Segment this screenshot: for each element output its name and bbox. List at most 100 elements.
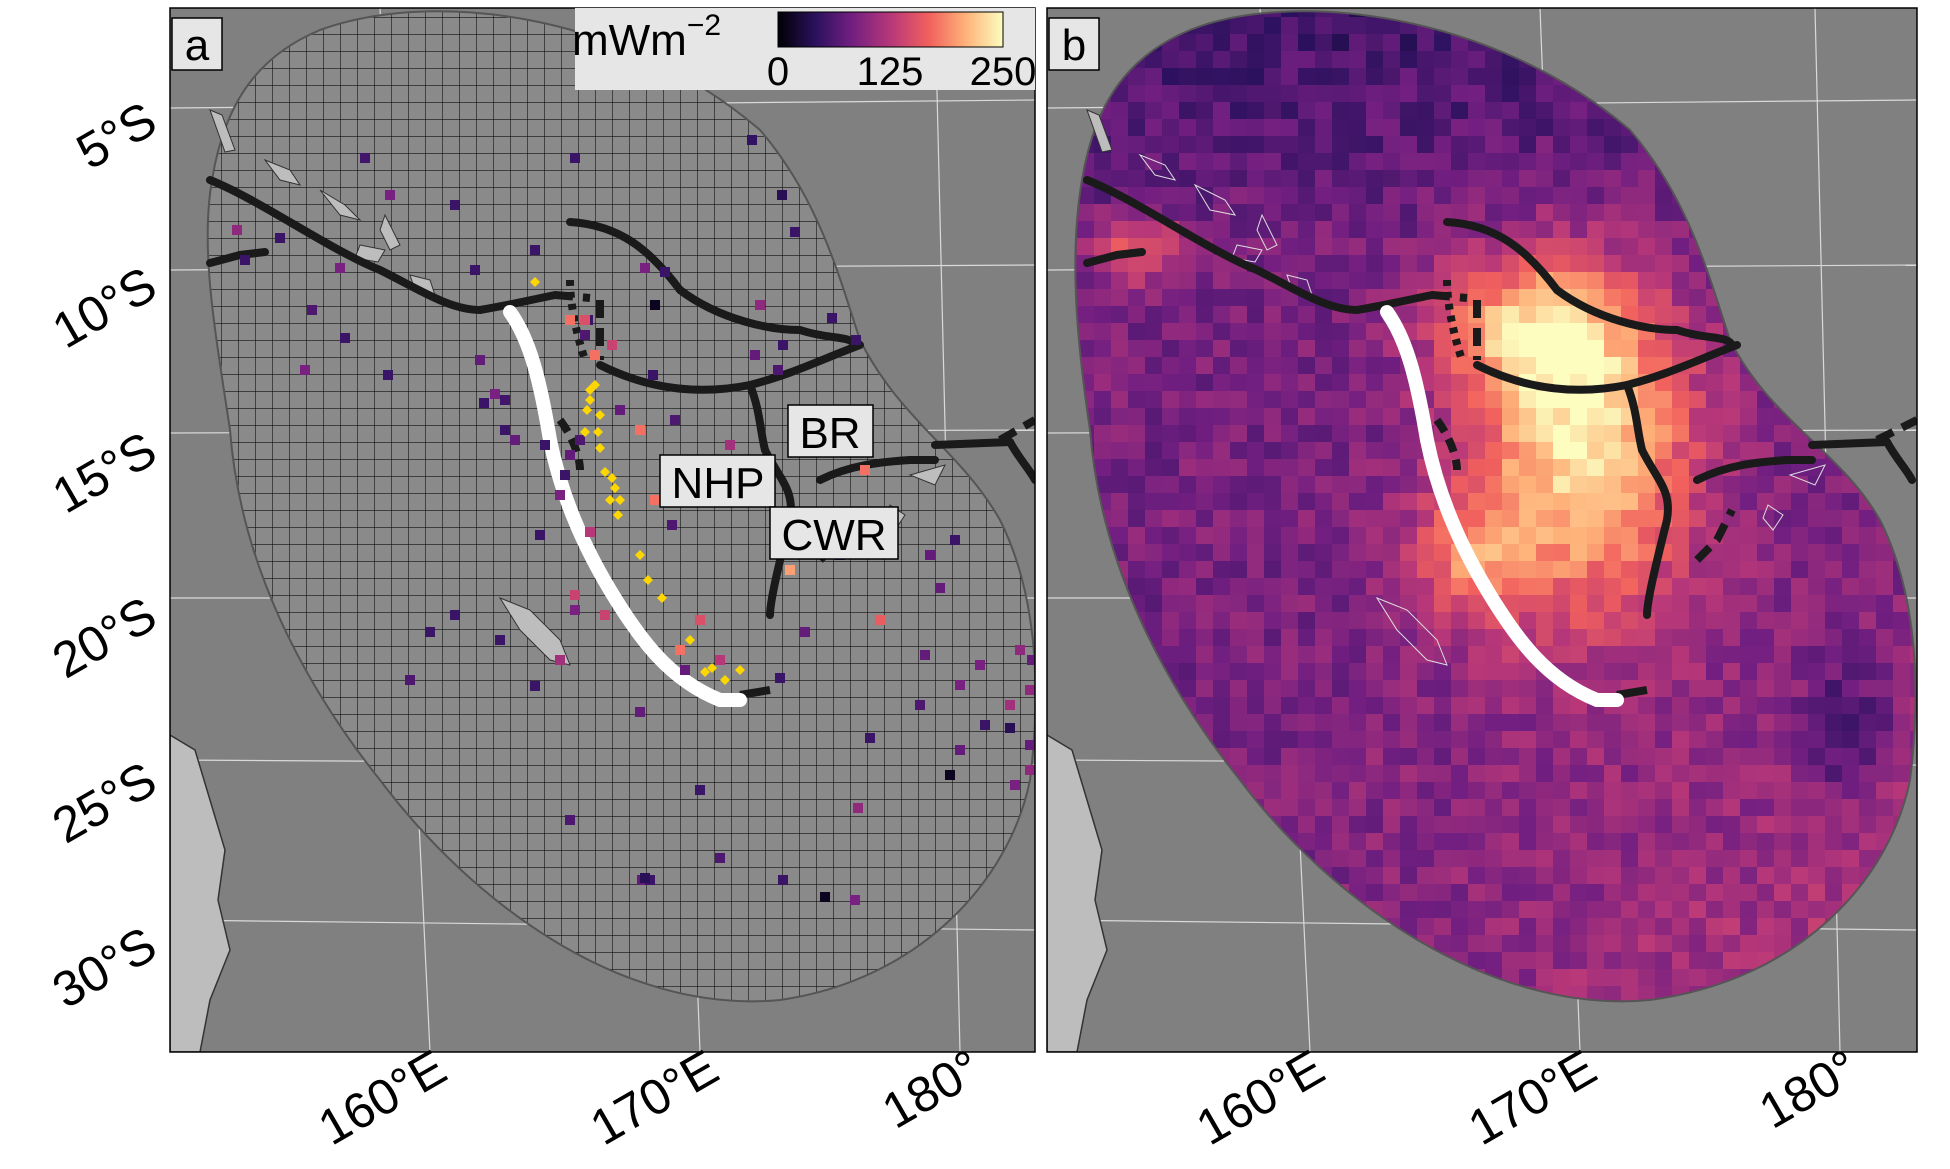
heatflow-cell [1485, 238, 1503, 256]
heatflow-cell [1655, 187, 1673, 205]
heatflow-cell [1145, 68, 1163, 86]
heatflow-cell [1400, 476, 1418, 494]
heatflow-cell [1298, 493, 1316, 511]
heatflow-cell [1774, 901, 1792, 919]
heatflow-cell [1587, 748, 1605, 766]
heatflow-cell [1570, 119, 1588, 137]
heatflow-cell [1706, 918, 1724, 936]
heatflow-cell [1740, 595, 1758, 613]
heatflow-cell [1672, 425, 1690, 443]
heatflow-cell [1179, 357, 1197, 375]
heatflow-cell [1077, 204, 1095, 222]
heatflow-cell [1196, 459, 1214, 477]
heatflow-cell [1655, 306, 1673, 324]
heatflow-cell [1757, 527, 1775, 545]
heatflow-cell [1128, 510, 1146, 528]
heatflow-cell [1417, 340, 1435, 358]
heatflow-cell [1179, 272, 1197, 290]
heatflow-cell [1298, 238, 1316, 256]
heatflow-cell [1281, 136, 1299, 154]
heatflow-cell [1519, 340, 1537, 358]
heatflow-cell [1468, 527, 1486, 545]
heatflow-cell [1740, 850, 1758, 868]
heatflow-cell [1502, 476, 1520, 494]
heatflow-cell [1587, 561, 1605, 579]
heatflow-cell [1162, 612, 1180, 630]
heatflow-cell [1434, 816, 1452, 834]
heatflow-cell [1434, 306, 1452, 324]
heatflow-cell [1876, 561, 1894, 579]
heatflow-observation [1005, 700, 1015, 710]
heatflow-cell [1587, 935, 1605, 953]
heatflow-cell [1655, 646, 1673, 664]
heatflow-cell [1332, 272, 1350, 290]
longitude-labels-b: 160°E 170°E 180° [1187, 1039, 1867, 1156]
heatflow-cell [1876, 646, 1894, 664]
heatflow-cell [1485, 187, 1503, 205]
heatflow-cell [1315, 17, 1333, 35]
heatflow-cell [1638, 952, 1656, 970]
heatflow-cell [1553, 799, 1571, 817]
heatflow-cell [1247, 102, 1265, 120]
heatflow-cell [1723, 714, 1741, 732]
heatflow-cell [1519, 782, 1537, 800]
heatflow-cell [1417, 816, 1435, 834]
heatflow-cell [1638, 799, 1656, 817]
heatflow-cell [1315, 272, 1333, 290]
heatflow-cell [1825, 578, 1843, 596]
heatflow-cell [1128, 85, 1146, 103]
heatflow-cell [1298, 425, 1316, 443]
legend-colorbar [777, 11, 1004, 48]
heatflow-cell [1468, 901, 1486, 919]
heatflow-cell [1604, 425, 1622, 443]
heatflow-cell [1587, 391, 1605, 409]
heatflow-cell [1638, 765, 1656, 783]
heatflow-cell [1621, 646, 1639, 664]
heatflow-cell [1094, 289, 1112, 307]
heatflow-cell [1383, 901, 1401, 919]
heatflow-cell [1706, 663, 1724, 681]
heatflow-cell [1808, 544, 1826, 562]
heatflow-cell [1332, 833, 1350, 851]
heatflow-cell [1468, 884, 1486, 902]
heatflow-cell [1536, 748, 1554, 766]
panel-b-island [1086, 109, 1113, 153]
heatflow-cell [1247, 204, 1265, 222]
heatflow-cell [1706, 969, 1724, 987]
heatflow-cell [1400, 527, 1418, 545]
heatflow-cell [1570, 612, 1588, 630]
heatflow-cell [1468, 833, 1486, 851]
heatflow-cell [1774, 425, 1792, 443]
heatflow-cell [1366, 102, 1384, 120]
heatflow-cell [1502, 255, 1520, 273]
heatflow-cell [1672, 748, 1690, 766]
heatflow-cell [1213, 187, 1231, 205]
heatflow-observation [695, 785, 705, 795]
heatflow-cell [1757, 680, 1775, 698]
panel-b-island [1193, 183, 1237, 216]
heatflow-cell [1502, 918, 1520, 936]
heatflow-observation [667, 520, 677, 530]
heatflow-cell [1519, 799, 1537, 817]
heatflow-observation [450, 200, 460, 210]
heatflow-cell [1264, 391, 1282, 409]
heatflow-cell [1417, 731, 1435, 749]
heatflow-cell [1502, 714, 1520, 732]
panel-b-island-new-caledonia [1375, 596, 1448, 666]
heatflow-cell [1689, 782, 1707, 800]
heatflow-cell [1264, 799, 1282, 817]
heatflow-cell [1859, 646, 1877, 664]
heatflow-cell [1349, 765, 1367, 783]
heatflow-cell [1281, 221, 1299, 239]
heatflow-cell [1706, 833, 1724, 851]
heatflow-cell [1774, 612, 1792, 630]
heatflow-cell [1349, 136, 1367, 154]
heatflow-cell [1230, 493, 1248, 511]
heatflow-cell [1162, 459, 1180, 477]
heatflow-cell [1706, 374, 1724, 392]
heatflow-cell [1485, 476, 1503, 494]
heatflow-cell [1723, 918, 1741, 936]
heatflow-cell [1383, 578, 1401, 596]
heatflow-cell [1723, 884, 1741, 902]
heatflow-cell [1502, 799, 1520, 817]
